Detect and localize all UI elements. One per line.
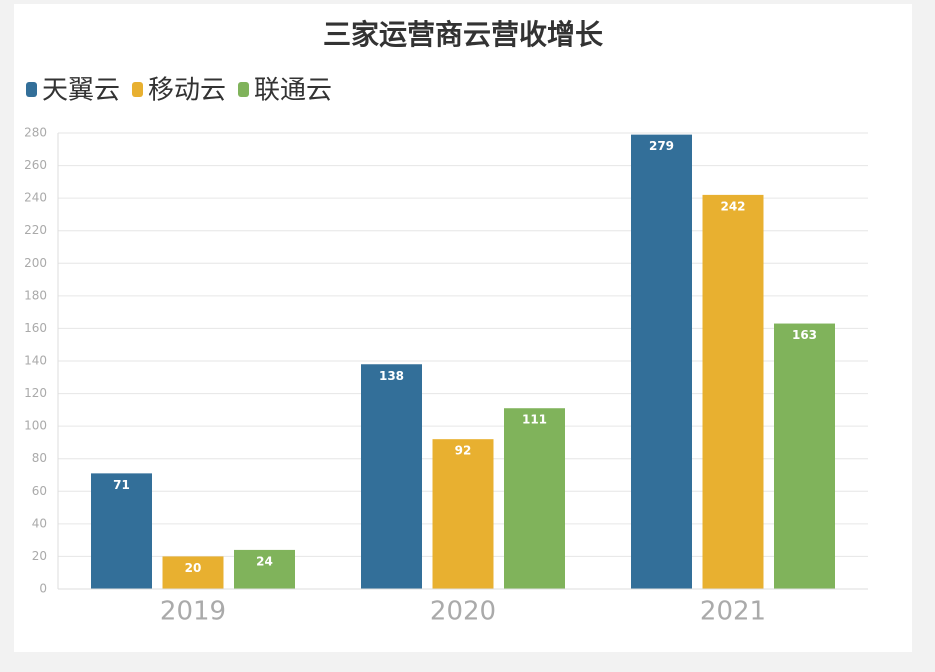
bar — [631, 134, 692, 589]
x-tick-label: 2021 — [700, 597, 766, 627]
data-label: 279 — [649, 139, 674, 153]
y-tick-label: 60 — [32, 484, 47, 498]
legend-label: 联通云 — [254, 76, 332, 106]
y-tick-label: 180 — [24, 288, 47, 302]
data-label: 24 — [256, 554, 273, 568]
y-tick-label: 40 — [32, 516, 47, 530]
data-label: 138 — [379, 369, 404, 383]
y-tick-label: 80 — [32, 451, 47, 465]
y-tick-label: 140 — [24, 354, 47, 368]
y-tick-label: 260 — [24, 158, 47, 172]
bar — [91, 473, 152, 589]
data-label: 111 — [522, 413, 547, 427]
y-tick-label: 220 — [24, 223, 47, 237]
x-tick-label: 2020 — [430, 597, 496, 627]
data-label: 71 — [113, 478, 130, 492]
chart-title: 三家运营商云营收增长 — [323, 18, 603, 51]
legend-marker — [26, 82, 37, 97]
bar — [432, 439, 494, 589]
legend-marker — [238, 82, 249, 97]
y-tick-label: 100 — [24, 419, 47, 433]
y-tick-label: 0 — [39, 582, 47, 596]
bar — [162, 556, 224, 589]
bar — [774, 323, 835, 589]
y-tick-label: 280 — [24, 126, 47, 140]
bar — [504, 408, 565, 589]
data-label: 92 — [455, 444, 472, 458]
bar — [234, 549, 295, 589]
x-tick-label: 2019 — [160, 597, 226, 627]
y-tick-label: 160 — [24, 321, 47, 335]
y-tick-label: 240 — [24, 191, 47, 205]
legend-label: 天翼云 — [42, 76, 120, 106]
y-tick-label: 120 — [24, 386, 47, 400]
legend-label: 移动云 — [148, 76, 226, 106]
data-label: 242 — [720, 199, 745, 213]
y-tick-label: 200 — [24, 256, 47, 270]
data-label: 20 — [185, 561, 202, 575]
bar — [702, 194, 764, 589]
legend-marker — [132, 82, 143, 97]
bar — [361, 364, 422, 589]
y-tick-label: 20 — [32, 549, 47, 563]
data-label: 163 — [792, 328, 817, 342]
